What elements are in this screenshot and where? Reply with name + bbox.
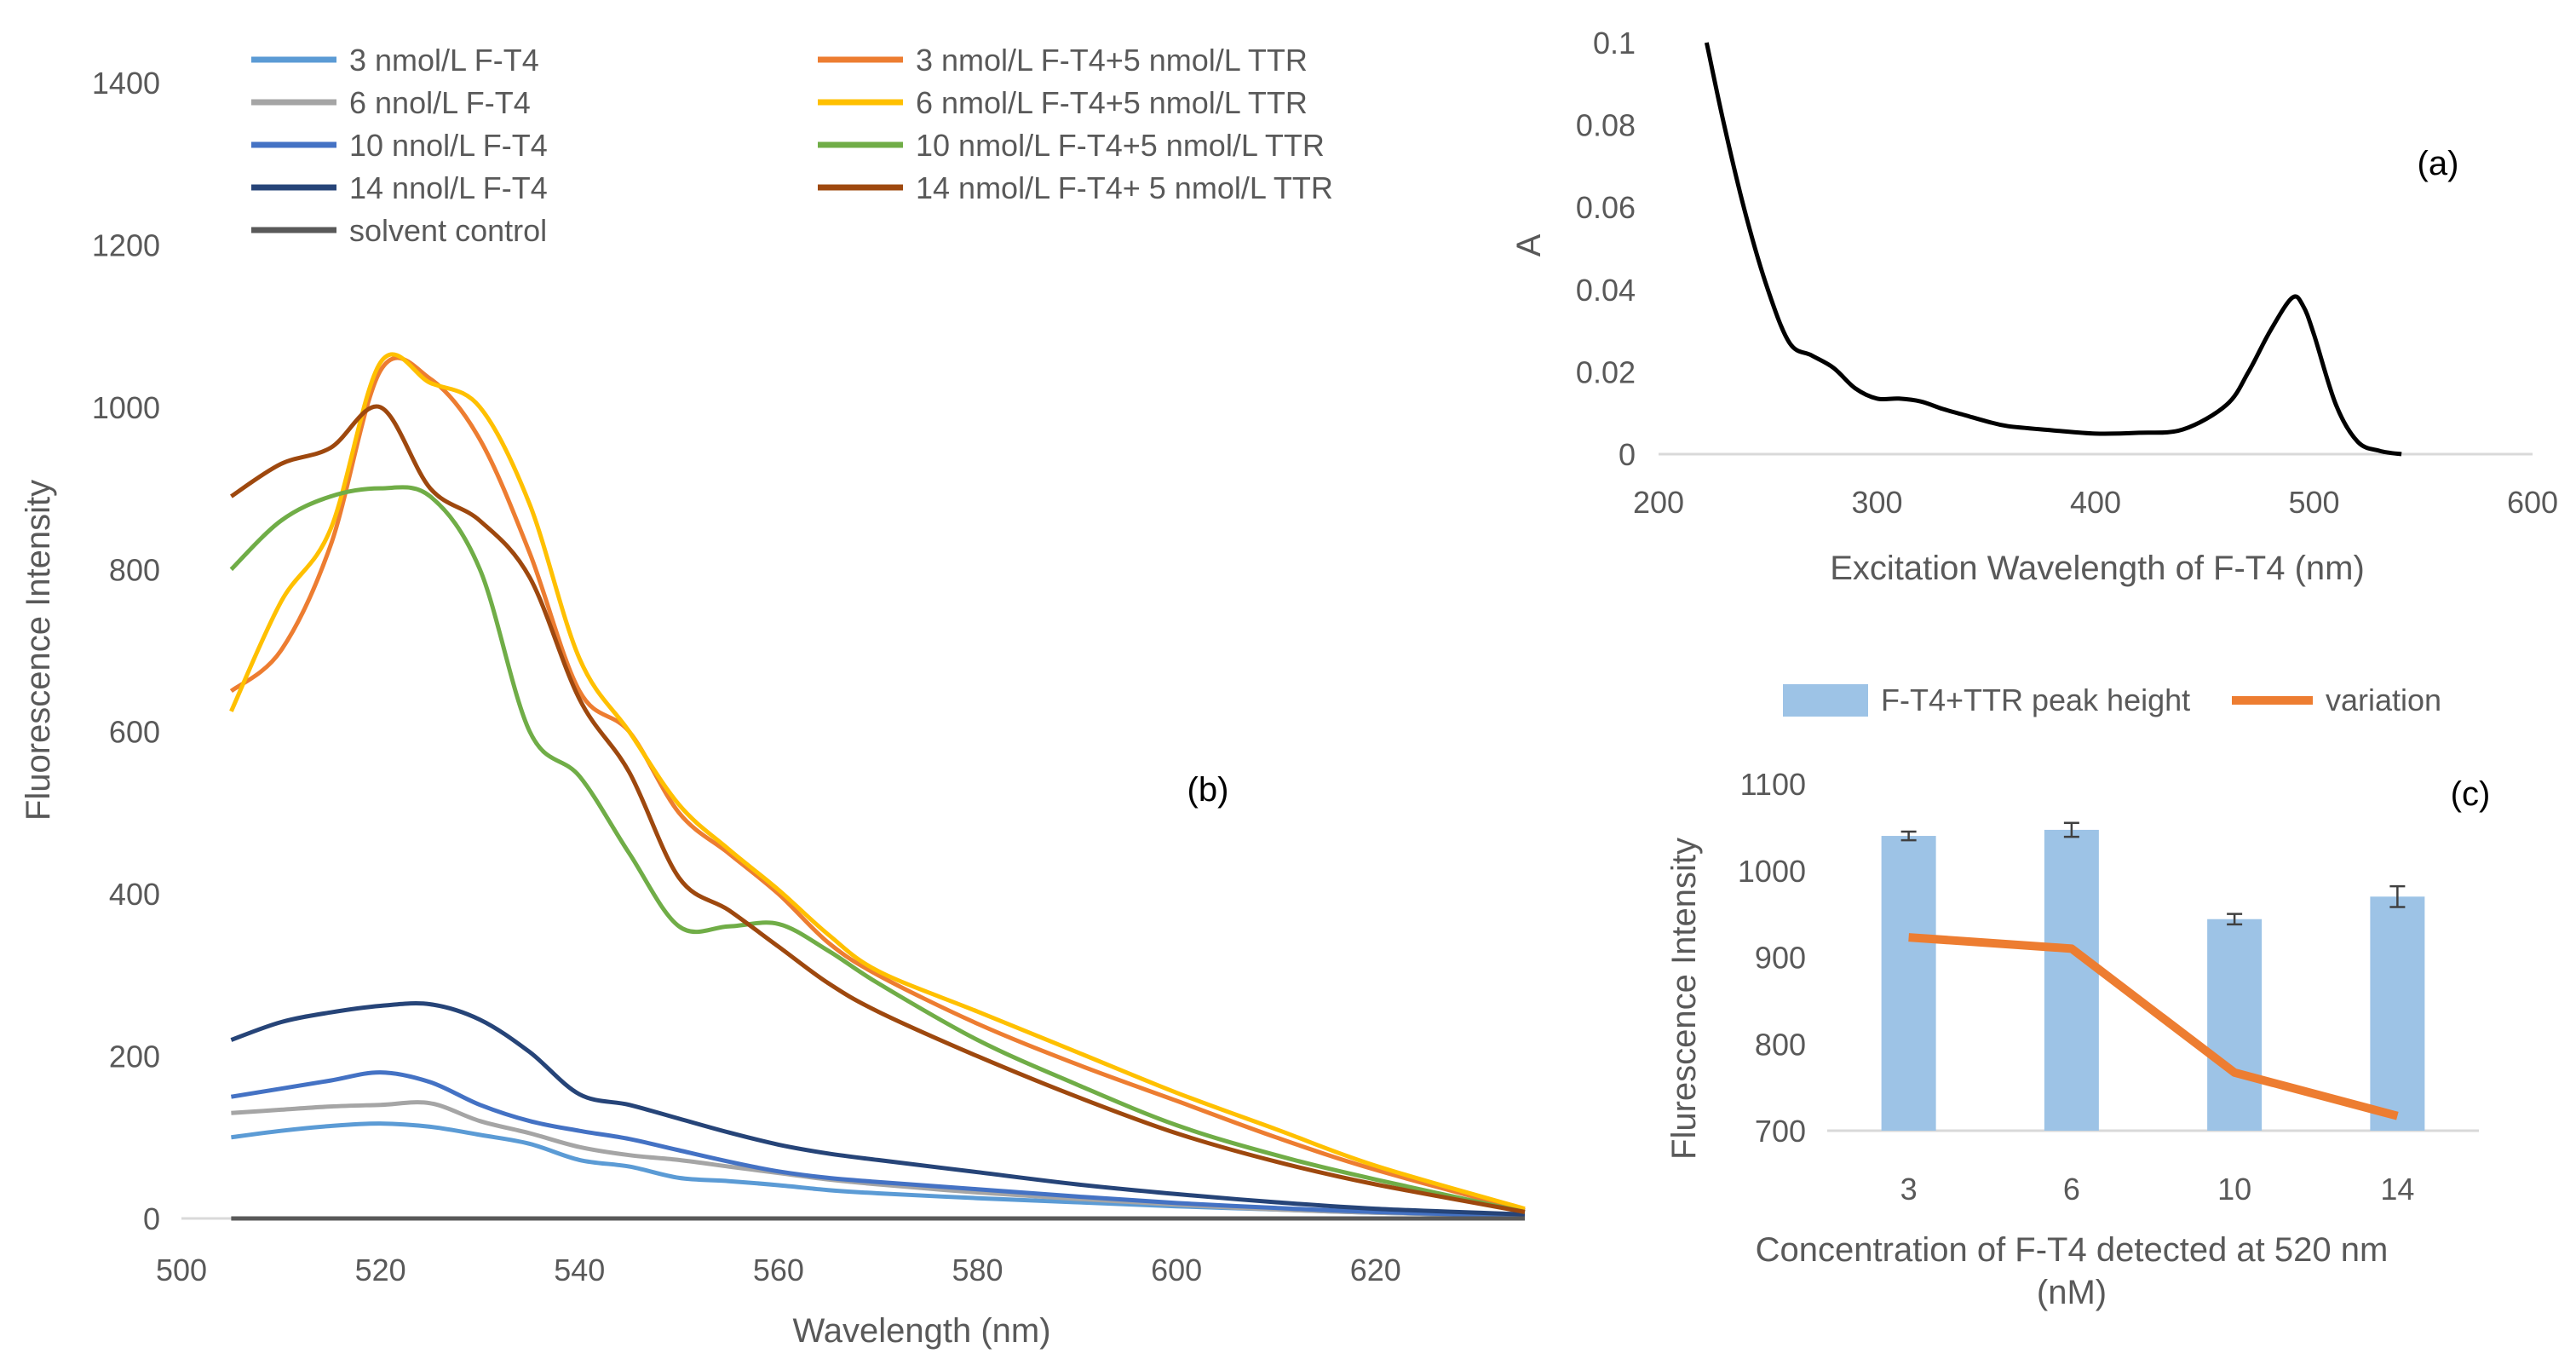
panel-a-y-tick-label: 0.1 — [1593, 26, 1636, 60]
panel-b-y-tick-label: 400 — [109, 877, 160, 912]
panel-c-y-tick-label: 700 — [1755, 1114, 1806, 1149]
panel-b-series-line — [230, 1001, 1526, 1217]
panel-c-bar — [2044, 829, 2099, 1131]
panel-b-series-line — [229, 352, 1526, 1212]
panel-b-y-tick-label: 1400 — [92, 66, 160, 101]
panel-b-legend-label: 6 nnol/L F-T4 — [349, 85, 531, 120]
panel-c-bar — [1881, 836, 1936, 1131]
panel-c-x-tick-label: 3 — [1900, 1172, 1918, 1207]
panel-c-x-axis-title: Concentration of F-T4 detected at 520 nm… — [1756, 1231, 2389, 1311]
panel-a-x-tick-label: 300 — [1851, 485, 1902, 520]
panel-b-x-tick-label: 620 — [1350, 1253, 1401, 1287]
panel-b-legend-label: 10 nmol/L F-T4+5 nmol/L TTR — [916, 128, 1325, 163]
panel-c-y-tick-label: 800 — [1755, 1027, 1806, 1062]
panel-c-bar — [2370, 896, 2425, 1131]
panel-c-y-tick-label: 1100 — [1740, 767, 1806, 802]
panel-c-variation-line — [1908, 933, 2399, 1120]
panel-b-series-line — [230, 1070, 1526, 1218]
panel-c-x-tick-label: 14 — [2380, 1172, 2414, 1207]
panel-a-y-tick-label: 0.04 — [1576, 273, 1636, 308]
panel-c-legend-swatch-bar — [1783, 684, 1868, 717]
panel-a-y-tick-label: 0.06 — [1576, 190, 1636, 225]
panel-c-bar-chart: (c) Flurescence Intensity Concentration … — [1665, 682, 2490, 1311]
panel-c-x-tick-label: 6 — [2063, 1172, 2080, 1207]
panel-c-x-axis-title-line2: (nM) — [2037, 1274, 2107, 1311]
panel-b-label: (b) — [1187, 771, 1229, 809]
panel-b-x-tick-label: 600 — [1151, 1253, 1202, 1287]
panel-b-legend-label: 14 nmol/L F-T4+ 5 nmol/L TTR — [916, 170, 1333, 205]
panel-a-x-tick-label: 200 — [1633, 485, 1684, 520]
panel-b-y-axis-title: Fluorescence Intensity — [20, 480, 57, 821]
panel-c-x-tick-label: 10 — [2217, 1172, 2251, 1207]
panel-b-x-axis-title: Wavelength (nm) — [792, 1312, 1050, 1350]
panel-a-y-tick-label: 0 — [1619, 437, 1636, 472]
panel-b-x-tick-label: 560 — [753, 1253, 804, 1287]
panel-b-legend-label: 10 nnol/L F-T4 — [349, 128, 548, 163]
panel-c-x-axis-title-line1: Concentration of F-T4 detected at 520 nm — [1756, 1231, 2389, 1269]
panel-a-x-axis-title: Excitation Wavelength of F-T4 (nm) — [1830, 550, 2365, 587]
panel-b-legend-label: 6 nmol/L F-T4+5 nmol/L TTR — [916, 85, 1308, 120]
panel-b-y-tick-label: 1000 — [92, 390, 160, 425]
panel-b-legend-label: 3 nmol/L F-T4 — [349, 43, 539, 78]
panel-a-absorbance-chart: (a) Excitation Wavelength of F-T4 (nm) A… — [1510, 26, 2558, 587]
panel-a-y-axis-title: A — [1510, 233, 1548, 256]
panel-c-legend-label: variation — [2326, 682, 2441, 717]
panel-c-bar — [2207, 919, 2263, 1131]
panel-b-y-tick-label: 1200 — [92, 228, 160, 262]
panel-b-x-tick-label: 580 — [952, 1253, 1003, 1287]
panel-b-fluorescence-chart: (b) Wavelength (nm) Fluorescence Intensi… — [20, 43, 1526, 1350]
panel-b-series-line — [230, 404, 1526, 1214]
panel-b-y-tick-label: 200 — [109, 1040, 160, 1074]
panel-a-absorbance-line — [1704, 42, 2402, 457]
panel-c-label: (c) — [2451, 775, 2491, 813]
panel-a-y-tick-label: 0.08 — [1576, 108, 1636, 143]
panel-b-x-tick-label: 500 — [156, 1253, 207, 1287]
panel-b-legend-label: 3 nmol/L F-T4+5 nmol/L TTR — [916, 43, 1308, 78]
panel-b-y-tick-label: 800 — [109, 552, 160, 587]
panel-c-legend-label: F-T4+TTR peak height — [1881, 682, 2190, 717]
panel-a-x-tick-label: 600 — [2507, 485, 2558, 520]
panel-b-y-tick-label: 0 — [143, 1201, 160, 1236]
panel-c-y-axis-title: Flurescence Intensity — [1665, 838, 1703, 1160]
panel-b-x-tick-label: 540 — [554, 1253, 605, 1287]
panel-a-label: (a) — [2418, 145, 2459, 182]
panel-a-x-tick-label: 500 — [2288, 485, 2339, 520]
panel-c-y-tick-label: 900 — [1755, 941, 1806, 976]
panel-b-legend-label: solvent control — [349, 213, 547, 248]
panel-b-y-tick-label: 600 — [109, 715, 160, 750]
panel-b-series-line — [229, 485, 1526, 1214]
panel-a-x-tick-label: 400 — [2070, 485, 2121, 520]
panel-b-legend-label: 14 nnol/L F-T4 — [349, 170, 548, 205]
panel-b-x-tick-label: 520 — [355, 1253, 406, 1287]
panel-c-y-tick-label: 1000 — [1738, 854, 1806, 889]
panel-b-series-line — [229, 355, 1526, 1212]
panel-a-y-tick-label: 0.02 — [1576, 354, 1636, 389]
